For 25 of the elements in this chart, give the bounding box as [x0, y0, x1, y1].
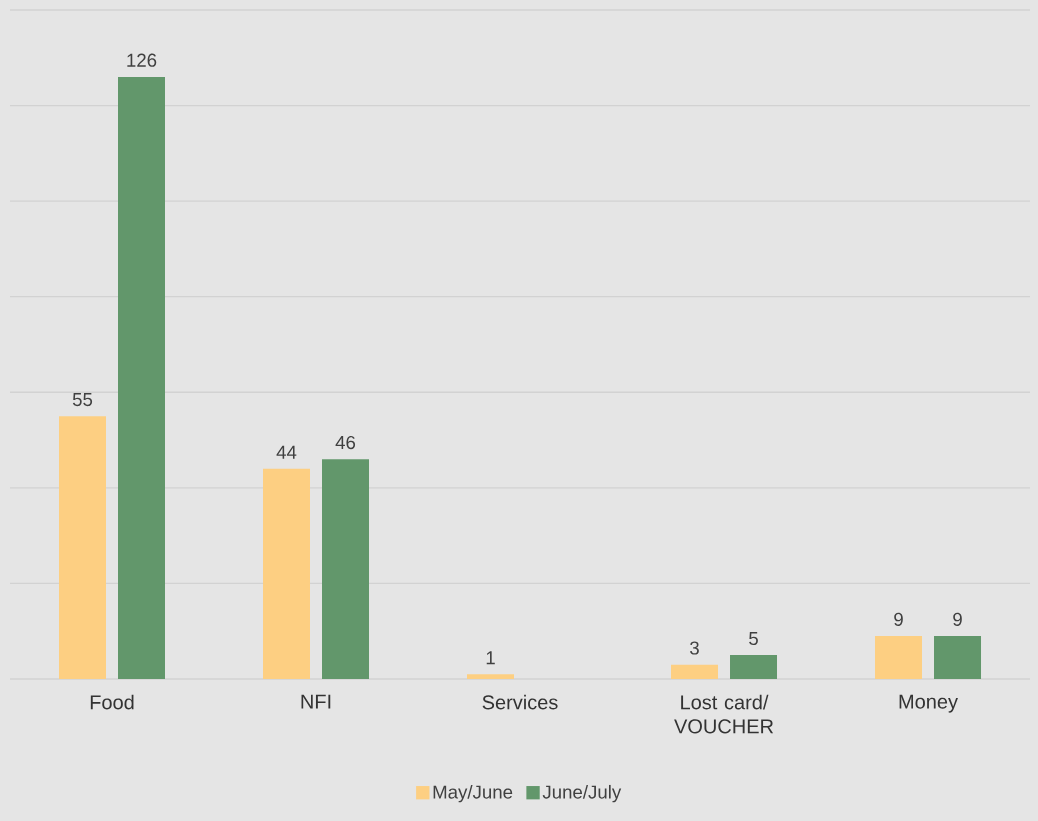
x-tick-label: Food [90, 694, 134, 710]
bar [934, 635, 982, 679]
legend-label: June/July [542, 784, 622, 803]
bar [875, 635, 923, 679]
bar [671, 664, 719, 679]
bar [730, 655, 778, 679]
data-label: 55 [72, 393, 93, 407]
x-tick-label: NFI [301, 694, 331, 709]
bar [467, 674, 514, 679]
bar [59, 416, 106, 679]
x-tick-label: Lost card/ VOUCHER [674, 694, 774, 734]
data-label: 1 [486, 651, 495, 665]
data-label: 44 [276, 445, 297, 459]
data-label: 9 [894, 612, 903, 626]
bar [322, 459, 369, 679]
data-label: 5 [749, 632, 758, 646]
bar [118, 76, 165, 679]
data-label: 126 [127, 53, 157, 67]
bar [263, 468, 310, 679]
x-tick-label: Money [899, 694, 958, 713]
data-label: 3 [690, 641, 699, 655]
legend-label: May/June [433, 784, 513, 803]
data-label: 9 [953, 612, 962, 626]
data-label: 46 [335, 435, 356, 450]
x-tick-label: Services [482, 694, 558, 710]
